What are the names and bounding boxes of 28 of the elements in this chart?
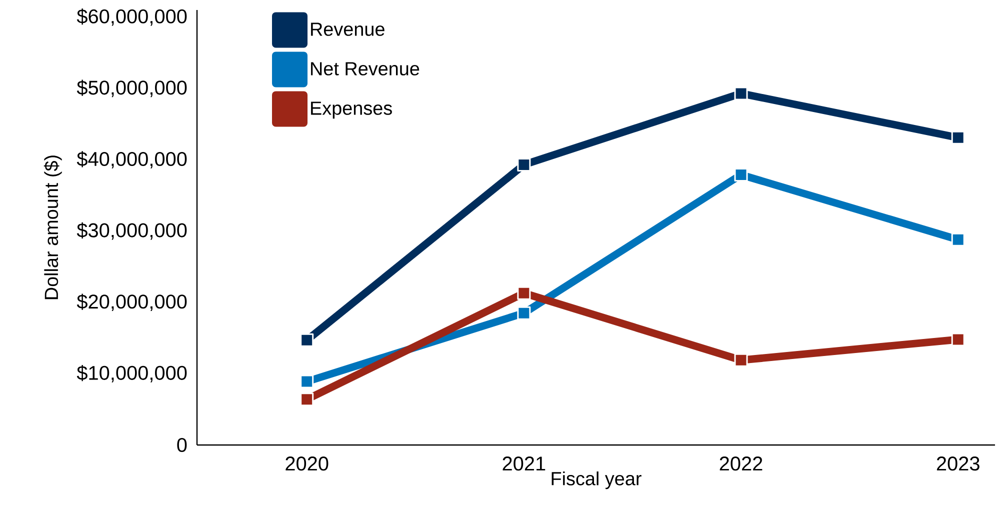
legend-label: Revenue [311,22,384,36]
point [300,392,314,406]
x-tick-label: 2020 [286,456,328,471]
point [517,158,531,172]
point [734,86,748,100]
y-axis-title: Dollar amount ($) [44,156,62,300]
x-tick-label: 2022 [720,456,762,471]
point [517,306,531,320]
point [951,332,965,346]
x-axis-title: Fiscal year [552,471,642,490]
x-tick-label: 2021 [502,456,546,471]
legend-label: Net Revenue [311,62,420,76]
y-tick-label: $10,000,000 [76,365,187,382]
y-tick-label: $60,000,000 [76,8,187,26]
x-tick-label: 2023 [936,456,980,471]
y-tick-label: 0 [177,438,187,452]
y-tick-label: $40,000,000 [76,151,187,168]
point [734,353,748,367]
point [951,232,965,246]
y-tick-label: $30,000,000 [76,222,187,240]
point [517,286,531,300]
point [734,168,748,182]
y-tick-label: $50,000,000 [76,80,187,98]
point [300,333,314,347]
y-tick-label: $20,000,000 [76,294,187,312]
point [300,374,314,388]
point [951,130,965,144]
legend-label: Expenses [311,102,392,119]
